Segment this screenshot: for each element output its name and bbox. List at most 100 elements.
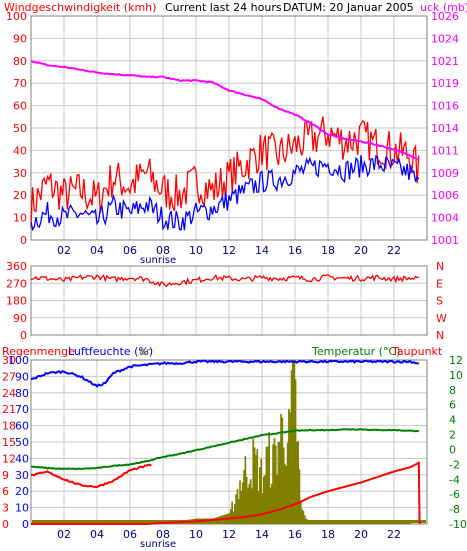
rain-bar <box>264 475 266 524</box>
temperature-y-tick: 2 <box>449 429 456 442</box>
wind-chart-x-tick: 20 <box>354 244 368 257</box>
humidity-y-tick: 100 <box>8 354 29 367</box>
humidity-y-tick: 30 <box>15 469 29 482</box>
humidity-y-tick: 20 <box>15 485 29 498</box>
rain-bar <box>247 487 249 524</box>
rain-bar <box>303 515 306 524</box>
rain-bar <box>293 360 296 524</box>
rain-bar <box>269 487 272 524</box>
rain-bar <box>338 522 340 524</box>
wind-speed-y-tick: 40 <box>13 144 27 157</box>
rain-bar <box>330 522 332 524</box>
rain-bar <box>391 522 393 524</box>
direction-compass-label: E <box>436 277 443 290</box>
rain-bar <box>392 522 394 524</box>
rain-bar <box>398 522 401 524</box>
rain-bar <box>268 432 270 524</box>
rain-bar <box>234 504 236 524</box>
rain-bar <box>381 522 384 524</box>
pressure-y-tick: 1016 <box>431 100 459 113</box>
rain-y-tick: 24 <box>2 387 16 400</box>
rain-bar <box>393 522 396 524</box>
rain-bar <box>408 522 410 524</box>
rain-bar <box>272 444 274 524</box>
rain-bar <box>372 522 375 524</box>
direction-y-tick: 270 <box>6 277 27 290</box>
rain-y-tick: 15 <box>2 436 16 449</box>
rain-bar <box>294 379 297 524</box>
direction-compass-label: S <box>436 295 443 308</box>
rain-bar <box>245 476 248 524</box>
rain-y-tick: 0 <box>2 518 9 531</box>
rain-bar <box>259 467 261 524</box>
humidity-y-tick: 70 <box>15 403 29 416</box>
climate-chart-x-tick: 06 <box>123 528 137 541</box>
climate-chart-x-tick: 08 <box>156 528 170 541</box>
rain-bar <box>384 522 387 524</box>
rain-bar <box>278 441 281 524</box>
humidity-label: Luftfeuchte (%) <box>68 345 153 358</box>
rain-bar <box>251 488 253 524</box>
rain-bar <box>380 522 383 524</box>
direction-chart-frame <box>30 265 428 336</box>
rain-y-tick: 21 <box>2 403 16 416</box>
rain-bar <box>277 442 280 524</box>
direction-compass-label: W <box>436 312 447 325</box>
temperature-y-tick: 0 <box>449 443 456 456</box>
rain-bar <box>253 447 256 524</box>
rain-bar <box>282 447 285 524</box>
rain-bar <box>237 499 240 524</box>
temperature-y-tick: 4 <box>449 414 456 427</box>
rain-bar <box>369 522 372 524</box>
chart-date: DATUM: 20 Januar 2005 <box>283 1 414 14</box>
rain-bar <box>263 476 265 524</box>
rain-bar <box>400 522 402 524</box>
rain-bar <box>367 522 369 524</box>
rain-y-tick: 18 <box>2 420 16 433</box>
rain-bar <box>322 522 325 524</box>
rain-label: Regenmenge <box>2 345 75 358</box>
rain-bar <box>402 522 405 524</box>
rain-bar <box>344 522 347 524</box>
pressure-y-tick: 1001 <box>431 234 459 247</box>
rain-bar <box>248 483 251 524</box>
humidity-y-tick: 10 <box>15 502 29 515</box>
rain-bar <box>257 490 260 524</box>
humidity-y-tick: 50 <box>15 436 29 449</box>
rain-bar <box>241 482 244 524</box>
wind-chart-x-tick: 22 <box>387 244 401 257</box>
direction-compass-label: N <box>436 329 444 342</box>
humidity-y-tick: 60 <box>15 420 29 433</box>
rain-bar <box>359 522 361 524</box>
wind-speed-y-tick: 50 <box>13 122 27 135</box>
rain-bar <box>296 441 298 524</box>
rain-bar <box>321 522 323 524</box>
climate-chart-x-tick: 22 <box>387 528 401 541</box>
wind-speed-y-tick: 60 <box>13 100 27 113</box>
temperature-y-tick: 8 <box>449 384 456 397</box>
rain-bar <box>360 522 363 524</box>
rain-bar <box>376 522 379 524</box>
wind-chart-x-tick: 14 <box>255 244 269 257</box>
rain-bar <box>230 509 232 524</box>
rain-bar <box>364 522 367 524</box>
wind-chart-x-tick: 08 <box>156 244 170 257</box>
wind-speed-y-tick: 10 <box>13 212 27 225</box>
rain-y-tick: 6 <box>2 485 9 498</box>
wind-speed-y-tick: 20 <box>13 189 27 202</box>
temperature-y-tick: -8 <box>449 503 460 516</box>
rain-bar <box>397 522 400 524</box>
rain-bar <box>331 522 334 524</box>
rain-bar <box>377 522 380 524</box>
rain-baseline-bar <box>32 520 426 523</box>
rain-bar <box>298 469 301 524</box>
wind-speed-y-tick: 70 <box>13 77 27 90</box>
rain-bar <box>273 438 276 524</box>
rain-bar <box>389 522 392 524</box>
rain-bar <box>404 522 406 524</box>
rain-y-tick: 30 <box>2 354 16 367</box>
rain-bar <box>299 502 302 524</box>
rain-y-tick: 12 <box>2 452 16 465</box>
rain-bar <box>261 493 264 524</box>
